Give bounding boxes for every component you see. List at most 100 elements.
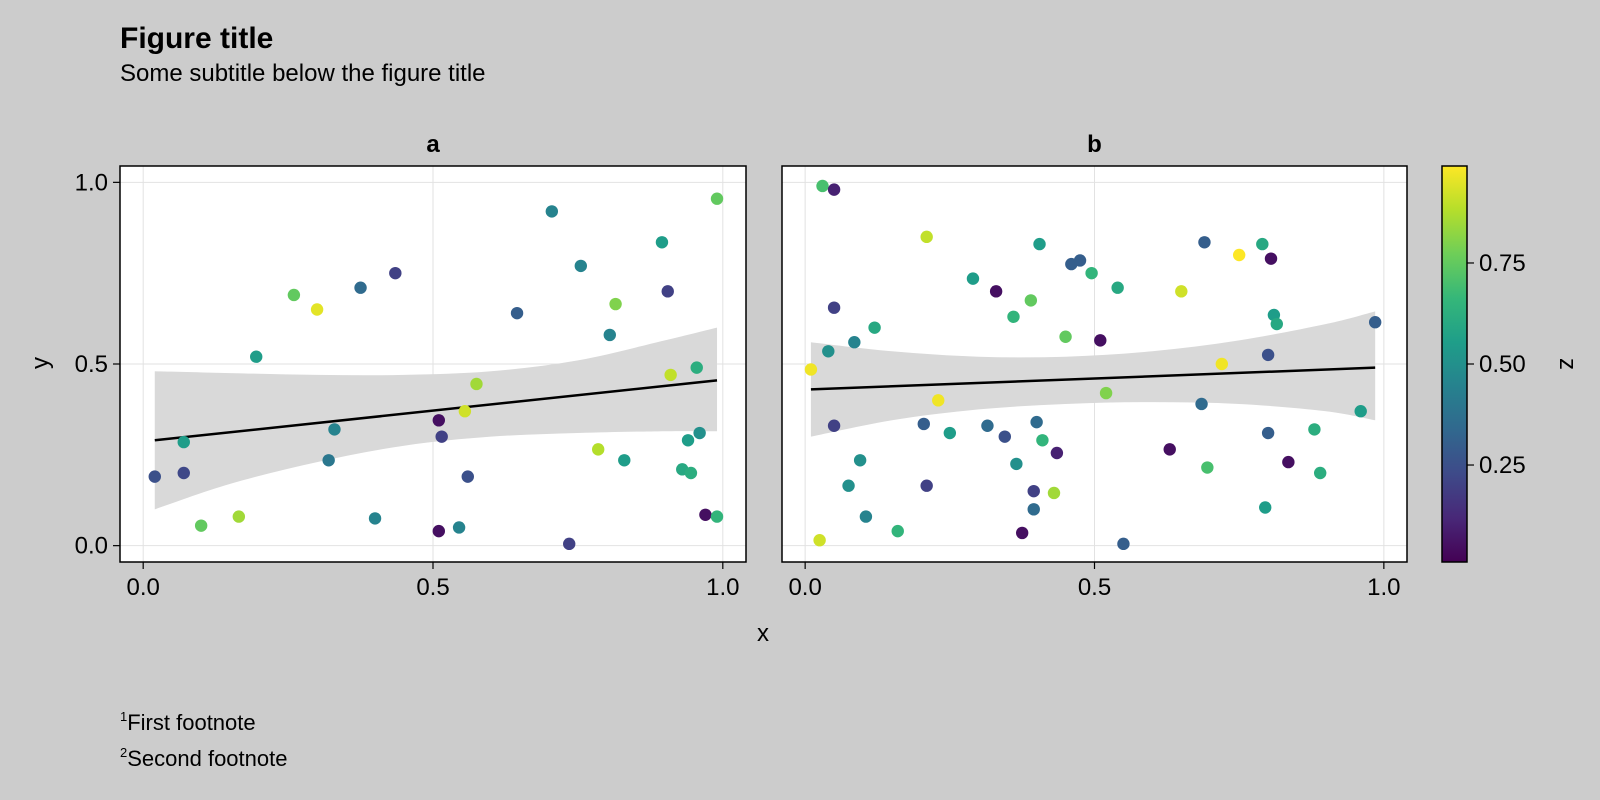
data-point [368, 512, 382, 525]
footnote-marker: 2 [120, 745, 128, 760]
data-point [609, 297, 622, 311]
data-point [354, 281, 367, 294]
data-point [693, 426, 706, 440]
data-point [966, 272, 980, 285]
data-point [1024, 294, 1038, 307]
data-point [194, 519, 208, 532]
data-point [684, 466, 698, 480]
data-point [618, 454, 631, 467]
colorbar: 0.25 0.50 0.75 z [1441, 165, 1581, 563]
data-point [661, 285, 674, 298]
data-point [1368, 316, 1382, 329]
data-point [1282, 455, 1295, 469]
data-point [232, 510, 246, 523]
data-point [1015, 526, 1029, 540]
data-point [981, 419, 994, 432]
data-point [1047, 486, 1061, 500]
data-point [1175, 285, 1188, 298]
y-axis-label: y [27, 357, 54, 369]
data-point [452, 521, 466, 534]
data-point [1099, 386, 1113, 400]
x-tick-label: 0.0 [788, 574, 821, 601]
data-point [989, 285, 1003, 298]
data-point [827, 301, 841, 314]
data-point [827, 183, 841, 196]
footnotes: 1First footnote 2Second footnote [120, 702, 287, 774]
data-point [699, 508, 712, 521]
confidence-band [810, 311, 1376, 437]
data-point [322, 454, 335, 467]
panel-title: a [426, 131, 440, 158]
data-point [690, 361, 703, 374]
data-point [1261, 348, 1275, 362]
data-point [461, 470, 474, 483]
data-point [1117, 537, 1130, 551]
regression-line [810, 366, 1376, 391]
data-point [177, 435, 190, 449]
data-point [574, 259, 588, 273]
colorbar-tick-label: 0.50 [1479, 351, 1526, 378]
x-axis-label: x [757, 620, 769, 647]
data-point [1195, 397, 1208, 411]
panel-title: b [1087, 131, 1102, 158]
regression-line [154, 379, 718, 442]
footnote-marker: 1 [120, 709, 128, 724]
data-point [1198, 236, 1211, 249]
data-point [328, 423, 341, 436]
data-point [998, 430, 1012, 443]
colorbar-gradient [1441, 165, 1468, 563]
data-point [655, 236, 669, 249]
data-point [389, 266, 402, 280]
data-point [603, 328, 616, 342]
data-point [848, 336, 861, 349]
data-point [148, 470, 161, 483]
data-point [250, 350, 263, 363]
data-point [1010, 457, 1023, 471]
colorbar-label: z [1554, 358, 1581, 370]
data-point [710, 192, 724, 205]
data-point [1073, 254, 1087, 267]
x-tick-label: 0.5 [416, 574, 449, 601]
footnote-2: 2Second footnote [120, 738, 287, 774]
colorbar-tick-label: 0.75 [1479, 250, 1526, 277]
data-point [1027, 503, 1040, 516]
data-point [1036, 434, 1049, 447]
data-point [1264, 252, 1278, 265]
data-point [813, 534, 826, 547]
data-point [1259, 501, 1272, 514]
x-tick-label: 0.5 [1078, 574, 1111, 601]
data-point [1085, 266, 1098, 280]
scatter-plot: 0.0 0.5 1.00.00.51.0a0.0 0.5 1.0b 0.250.500.… [27, 131, 1581, 647]
data-point [1270, 317, 1283, 331]
data-point [470, 377, 483, 391]
x-tick-label: 1.0 [1367, 574, 1400, 601]
data-point [920, 230, 933, 244]
data-point [177, 466, 190, 480]
data-point [1201, 461, 1214, 474]
data-point [435, 430, 448, 443]
data-point [1232, 248, 1246, 262]
data-point [827, 419, 841, 432]
data-point [310, 303, 324, 316]
data-point [920, 479, 933, 492]
data-point [853, 454, 867, 467]
data-point [1215, 357, 1229, 371]
data-point [1261, 426, 1275, 440]
data-point [1111, 281, 1124, 294]
data-point [664, 368, 677, 382]
x-tick-label: 1.0 [706, 574, 739, 601]
x-tick-label: 0.0 [126, 574, 159, 601]
data-point [458, 405, 472, 418]
figure-subtitle: Some subtitle below the figure title [120, 60, 486, 87]
data-point [1308, 423, 1321, 436]
data-point [591, 443, 605, 456]
data-point [1007, 310, 1020, 323]
data-point [510, 306, 524, 320]
data-point [1354, 405, 1367, 418]
data-point [932, 394, 945, 407]
data-point [287, 288, 301, 302]
data-point [1033, 237, 1046, 251]
data-point [804, 363, 818, 376]
figure-title: Figure title [120, 22, 274, 55]
